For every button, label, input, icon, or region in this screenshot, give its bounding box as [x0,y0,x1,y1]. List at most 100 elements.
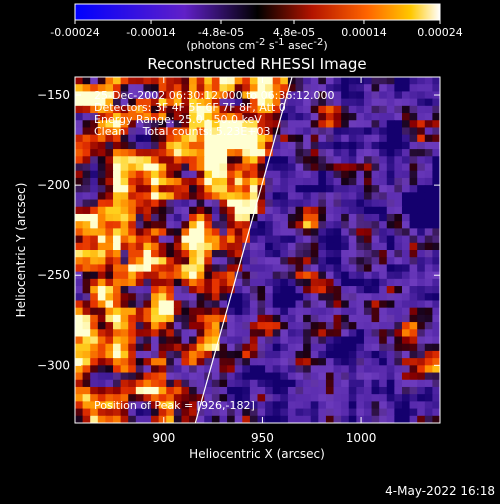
heatmap-cell [432,98,440,107]
heatmap-cell [128,386,137,395]
heatmap-cell [363,141,373,150]
heatmap-cell [219,91,228,100]
heatmap-cell [204,415,213,423]
heatmap-cell [318,271,327,280]
heatmap-cell [401,350,411,359]
heatmap-cell [158,372,167,381]
heatmap-cell [325,271,335,280]
heatmap-cell [424,250,433,258]
heatmap-cell [181,228,190,237]
heatmap-cell [227,257,236,266]
heatmap-cell [272,379,281,388]
heatmap-cell [265,192,274,201]
heatmap-cell [371,77,380,85]
heatmap-cell [257,394,266,402]
heatmap-cell [181,163,190,172]
heatmap-cell [318,199,327,208]
heatmap-cell [158,271,167,280]
heatmap-cell [287,177,297,186]
heatmap-cell [158,113,167,121]
heatmap-cell [386,149,395,157]
heatmap-cell [234,77,243,85]
heatmap-cell [325,213,335,222]
heatmap-cell [341,177,350,186]
heatmap-cell [151,235,160,244]
heatmap-cell [379,91,388,100]
heatmap-cell [318,235,327,244]
heatmap-cell [189,350,198,359]
heatmap-cell [97,379,107,388]
heatmap-cell [196,314,205,323]
heatmap-cell [173,343,183,352]
heatmap-cell [333,127,342,136]
heatmap-cell [227,372,236,381]
colorbar-tick-label: -4.8e-05 [198,26,244,39]
heatmap-cell [371,343,380,352]
heatmap-cell [265,91,274,100]
heatmap-cell [379,221,388,229]
heatmap-cell [113,358,122,366]
heatmap-cell [303,113,312,121]
heatmap-cell [417,293,426,302]
heatmap-cell [295,127,304,136]
heatmap-cell [196,379,205,388]
heatmap-cell [173,257,183,266]
heatmap-cell [257,213,266,222]
heatmap-cell [356,350,365,359]
peak-position-label: Position of Peak = [926,-182] [94,399,255,412]
heatmap-cell [303,242,312,251]
heatmap-cell [303,105,312,114]
heatmap-cell [371,192,380,201]
heatmap-cell [265,271,274,280]
heatmap-cell [257,127,266,136]
heatmap-cell [348,286,357,294]
heatmap-cell [379,264,388,273]
heatmap-cell [310,278,319,287]
heatmap-cell [356,141,365,150]
heatmap-cell [189,156,198,165]
heatmap-cell [386,264,395,273]
heatmap-cell [181,77,190,85]
heatmap-cell [158,257,167,266]
heatmap-cell [287,350,297,359]
heatmap-cell [196,170,205,179]
heatmap-cell [105,307,114,316]
heatmap-cell [417,134,426,143]
heatmap-cell [204,264,213,273]
heatmap-cell [151,192,160,201]
heatmap-cell [181,358,190,366]
colorbar-tick-label: 0.00024 [417,26,463,39]
heatmap-cell [143,386,152,395]
heatmap-cell [158,415,167,423]
heatmap-cell [211,98,221,107]
heatmap-cell [325,127,335,136]
heatmap-cell [135,408,145,417]
heatmap-cell [211,170,221,179]
heatmap-cell [189,163,198,172]
heatmap-cell [166,293,175,302]
heatmap-cell [166,213,175,222]
heatmap-cell [75,322,84,330]
heatmap-cell [196,394,205,402]
heatmap-cell [333,228,342,237]
heatmap-cell [348,213,357,222]
heatmap-cell [295,286,304,294]
heatmap-cell [386,105,395,114]
heatmap-cell [432,372,440,381]
heatmap-cell [333,415,342,423]
heatmap-cell [158,408,167,417]
heatmap-cell [135,120,145,129]
heatmap-cell [295,77,304,85]
heatmap-cell [257,286,266,294]
heatmap-cell [181,199,190,208]
heatmap-cell [204,394,213,402]
heatmap-cell [341,300,350,309]
heatmap-cell [401,149,411,157]
heatmap-cell [287,77,297,85]
heatmap-cell [135,286,145,294]
heatmap-cell [82,415,91,423]
annotation-time-range: 25-Dec-2002 06:30:12.000 to 06:36:12.000 [94,89,335,102]
heatmap-cell [105,141,114,150]
heatmap-cell [105,350,114,359]
heatmap-cell [219,372,228,381]
